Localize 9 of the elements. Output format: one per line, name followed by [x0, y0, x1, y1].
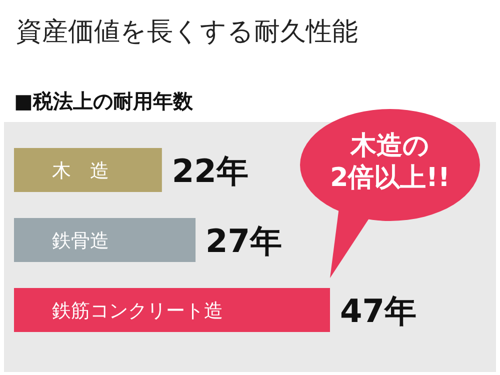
chart-subtitle: ■税法上の耐用年数 [14, 89, 194, 113]
y-tick-label: 鉄骨造 [52, 230, 109, 252]
data-label: 27年 [206, 222, 282, 260]
y-tick-label: 木 造 [52, 160, 109, 182]
data-label: 47年 [340, 292, 417, 330]
y-tick-label: 鉄筋コンクリート造 [52, 300, 223, 322]
text: 木造の 2倍以上!! [330, 131, 450, 193]
chart-title: 資産価値を長くする耐久性能 [16, 17, 358, 47]
data-label: 22年 [172, 152, 248, 190]
